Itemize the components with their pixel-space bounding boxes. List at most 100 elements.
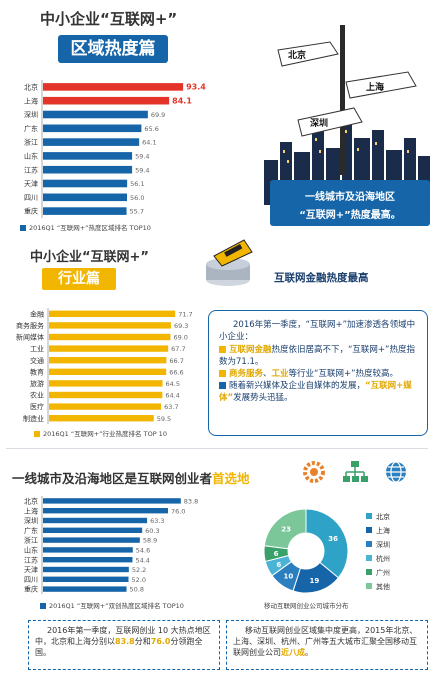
category-label: 医疗 [30,402,44,411]
category-label: 深圳 [24,110,38,119]
highlight-text: 工业 [271,369,289,379]
legend-swatch [366,583,372,589]
category-label: 金融 [30,309,44,318]
section2-title: 中小企业“互联网+” [30,250,149,265]
category-label: 四川 [24,194,38,202]
category-label: 交通 [30,356,44,365]
legend-label: 广州 [376,568,390,577]
bar [49,310,176,317]
startup-bar-chart: 北京 83.8 上海 76.0 深圳 63.3 广东 60.3 浙江 58.9 山东 54.6 江苏 54… [24,496,198,594]
note-text: 2016年第一季度，互联网创业 10 大热点地区中，北京和上海分别以 [35,626,211,646]
note-highlight: 76.0 [150,637,171,646]
bar [43,508,168,514]
bar [43,537,140,543]
value-label: 63.7 [164,403,178,411]
bullet-text: 随着新兴媒体及企业自媒体的发展， [229,381,366,391]
value-label: 54.6 [136,547,150,555]
coin-stack-icon [206,239,253,286]
note-text: 分和 [134,637,151,646]
bar [43,207,127,215]
bar [49,345,169,352]
value-label: 93.4 [186,83,206,92]
region-bar-chart: 北京 93.4 上海 84.1 深圳 69.9 广东 65.6 浙江 64.1 山东 59.4 江苏 59… [24,80,206,218]
value-label: 69.0 [173,334,187,342]
section2-banner: 行业篇 [42,268,116,290]
bullet-text: 等行业“互联网+”热度较高。 [288,369,398,379]
value-label: 76.0 [171,507,185,515]
category-label: 江苏 [24,555,38,564]
section2-headline: 互联网金融热度最高 [274,272,369,284]
bar [43,83,184,91]
category-label: 上海 [24,506,38,515]
slice-value-label: 6 [274,550,279,558]
summary-bullet-2: 商务服务、工业等行业“互联网+”热度较高。 [219,368,417,380]
startup-chart-caption: 2016Q1 “互联网+”双创热度区域排名 TOP10 [40,600,184,610]
org-chart-icon [343,461,368,482]
bar [43,110,148,119]
bar [49,391,163,399]
value-label: 59.4 [135,166,149,174]
category-label: 天津 [24,566,38,574]
value-label: 64.1 [142,139,156,147]
category-label: 商务服务 [16,321,44,330]
bar [49,415,154,422]
category-label: 浙江 [24,536,38,545]
note-text: 移动互联网创业区域集中度更高，2015年北京、上海、深圳、杭州、广州等五大城市汇… [233,626,418,657]
category-label: 重庆 [24,585,38,594]
category-label: 深圳 [24,516,38,525]
bar [43,165,133,174]
bullet-icon [219,382,226,389]
category-label: 制造业 [23,414,44,423]
value-label: 50.8 [130,586,144,594]
section3-title: 一线城市及沿海地区是互联网创业者首选地 [12,468,250,487]
section-divider [6,448,428,449]
bar [49,368,167,375]
value-label: 56.1 [130,180,144,188]
category-label: 北京 [24,497,38,506]
summary-intro: 2016年第一季度，“互联网+”加速渗透各领域中小企业： [219,320,416,342]
highlight-text: “互联网+媒体” [219,381,412,403]
signpost-icon: 北京 上海 深圳 [258,10,430,205]
value-label: 52.2 [132,566,146,574]
donut-caption: 移动互联网创业公司城市分布 [264,602,349,610]
title-text: 一线城市及沿海地区是互联网创业者 [12,471,213,486]
value-label: 64.5 [166,380,180,388]
gear-icon [303,461,325,483]
mobile-note-box: 移动互联网创业区域集中度更高，2015年北京、上海、深圳、杭州、广州等五大城市汇… [226,620,428,670]
slice-value-label: 19 [309,577,319,585]
value-label: 58.9 [143,537,157,545]
region-chart-caption: 2016Q1 “互联网+”热度区域排名 TOP10 [20,222,151,232]
legend-swatch [366,527,372,533]
value-label: 52.0 [132,576,146,584]
bullet-text: 发展势头迅猛。 [233,393,293,403]
note-highlight: 83.8 [115,637,135,646]
sign-label: 深圳 [310,117,328,129]
value-label: 56.0 [130,194,144,202]
donut-slice [305,508,349,579]
value-label: 63.3 [150,517,164,525]
category-label: 重庆 [24,207,38,216]
industry-chart-caption: 2016Q1 “互联网+”行业热度排名 TOP 10 [34,428,167,438]
bullet-text: 热度依旧居高不下，“互联网+”热度指数为71.1。 [219,345,415,367]
category-label: 新闻媒体 [16,333,44,342]
value-label: 71.7 [178,310,192,318]
value-label: 83.8 [184,498,198,506]
title-highlight: 首选地 [212,471,250,486]
value-label: 64.4 [165,392,179,400]
category-label: 浙江 [24,138,38,147]
section1-title: 中小企业“互联网+” [40,10,178,28]
category-label: 旅游 [30,379,44,388]
caption-text: 2016Q1 “互联网+”行业热度排名 TOP 10 [43,430,167,438]
bar [49,322,171,329]
value-label: 84.1 [172,96,192,105]
category-label: 天津 [24,180,38,188]
bar [43,124,142,133]
bar [43,96,170,105]
industry-bar-chart: 金融 71.7 商务服务 69.3 新闻媒体 69.0 工业 67.7 交通 66.7 教育 66.6… [16,308,193,424]
legend-swatch [20,225,26,231]
bar [43,547,133,553]
startup-note-box: 2016年第一季度，互联网创业 10 大热点地区中，北京和上海分别以83.8分和… [28,620,220,670]
bar [49,333,171,341]
category-label: 上海 [24,96,38,105]
